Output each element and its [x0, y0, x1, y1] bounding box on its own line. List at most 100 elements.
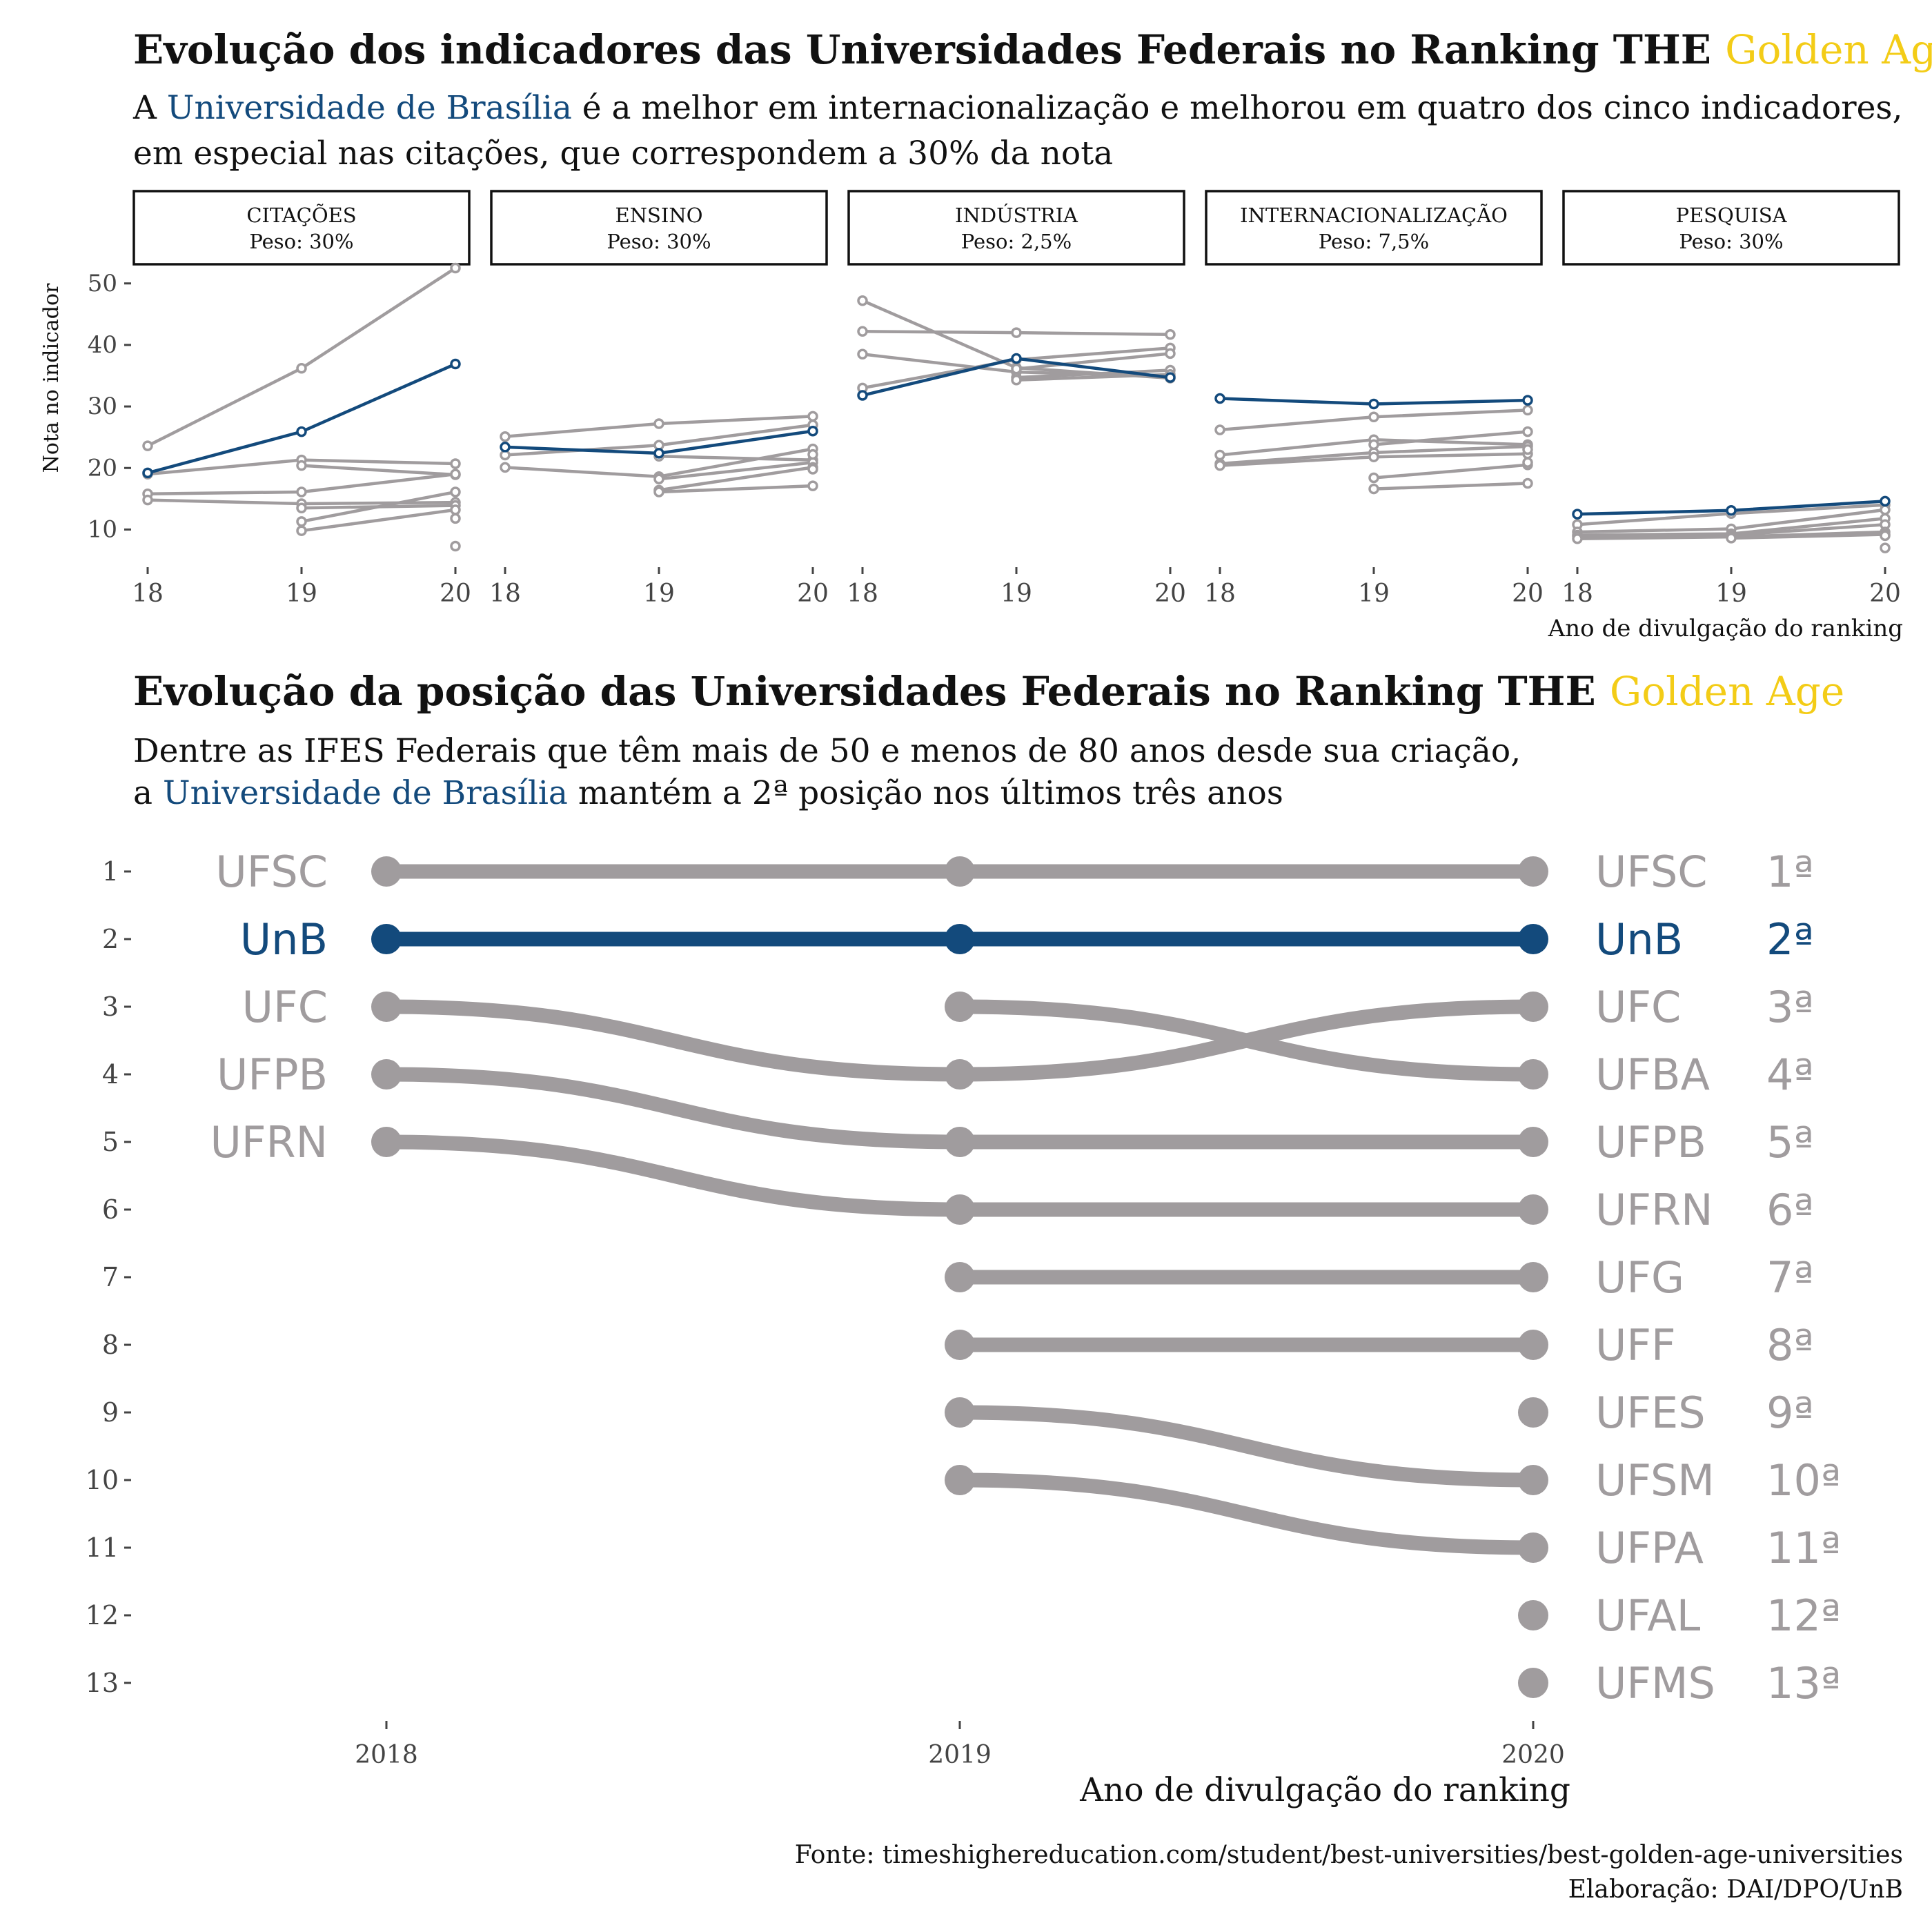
- series-point: [1368, 472, 1379, 484]
- rank-label: 3ª: [1766, 982, 1814, 1032]
- series-point: [807, 411, 818, 422]
- bump-point: [371, 924, 402, 954]
- bump-line: [952, 999, 1541, 1082]
- series-line: [658, 484, 814, 494]
- series-line: [146, 266, 457, 448]
- bump-line: [379, 999, 967, 1082]
- bottom-subtitle-accent: Universidade de Brasília: [163, 774, 568, 812]
- bump-point: [945, 1127, 975, 1157]
- series-line: [1731, 533, 1886, 540]
- rank-label: 2ª: [1766, 914, 1814, 965]
- rank-axis-label: 9: [102, 1397, 119, 1428]
- top-subtitle-post: é a melhor em internacionalização e melh…: [572, 89, 1903, 127]
- series-point: [1011, 363, 1022, 375]
- panel-title: CITAÇÕES: [246, 203, 356, 227]
- series-point: [296, 525, 307, 536]
- series-point: [1522, 426, 1533, 437]
- series-point: [296, 516, 307, 527]
- rank-label: 4ª: [1766, 1049, 1814, 1100]
- series-point: [142, 440, 153, 451]
- panel-weight: Peso: 30%: [607, 230, 711, 253]
- series-point: [296, 502, 307, 513]
- series-line: [658, 455, 814, 462]
- bottom-title: Evolução da posição das Universidades Fe…: [133, 668, 1844, 715]
- bump-point: [1518, 1600, 1548, 1630]
- left-name-label: UFC: [242, 982, 328, 1032]
- panel-strip: [1562, 190, 1900, 266]
- x-tick-label: 19: [1000, 580, 1032, 608]
- top-subtitle-pre: A: [132, 89, 167, 127]
- series-point-unb: [500, 442, 511, 453]
- series-point: [296, 363, 307, 374]
- bump-series-ufsm: UFSM 10ª: [945, 1397, 1841, 1506]
- bump-line: [952, 1405, 1541, 1488]
- left-name-label: UnB: [240, 914, 328, 965]
- bump-point: [371, 992, 402, 1022]
- bump-point: [945, 1397, 975, 1428]
- rank-label: 8ª: [1766, 1320, 1814, 1370]
- x-tick-label: 18: [847, 580, 878, 608]
- left-name-label: UFPB: [217, 1049, 328, 1100]
- series-point: [1368, 451, 1379, 462]
- series-point: [653, 473, 664, 485]
- panel-title: INTERNACIONALIZAÇÃO: [1240, 203, 1508, 227]
- x-tick-label: 20: [440, 580, 471, 608]
- year-tick-label: 2020: [1501, 1741, 1565, 1769]
- series-point: [1368, 411, 1379, 422]
- top-subtitle-accent: Universidade de Brasília: [167, 89, 572, 127]
- series-point-unb: [1572, 509, 1583, 520]
- bottom-subtitle-line1: Dentre as IFES Federais que têm mais de …: [133, 732, 1521, 770]
- series-point: [1214, 460, 1225, 471]
- series-point: [1880, 542, 1891, 553]
- rank-label: 11ª: [1766, 1523, 1841, 1573]
- right-name-label: UFC: [1595, 982, 1681, 1032]
- series-line: [658, 466, 814, 492]
- right-name-label: UFAL: [1595, 1590, 1701, 1641]
- panel-weight: Peso: 30%: [1679, 230, 1783, 253]
- bump-series-ufpb: UFPB UFPB 5ª: [217, 1049, 1814, 1167]
- series-point: [500, 462, 511, 473]
- bump-line: [379, 1134, 967, 1217]
- series-point: [1572, 533, 1583, 544]
- rank-axis-label: 10: [86, 1465, 119, 1495]
- series-point-unb: [1214, 393, 1225, 404]
- series-point: [450, 469, 461, 480]
- x-tick-label: 18: [132, 580, 164, 608]
- bottom-subtitle-post: mantém a 2ª posição nos últimos três ano…: [568, 774, 1283, 812]
- series-point-unb: [1165, 372, 1176, 383]
- right-name-label: UFRN: [1595, 1185, 1713, 1235]
- series-point-unb: [1011, 353, 1022, 364]
- top-title: Evolução dos indicadores das Universidad…: [133, 26, 1932, 73]
- rank-label: 13ª: [1766, 1658, 1841, 1708]
- bump-point: [945, 1465, 975, 1495]
- rank-axis-label: 11: [86, 1532, 119, 1563]
- series-line: [301, 464, 456, 477]
- bump-point: [1518, 1668, 1548, 1698]
- panel-title: ENSINO: [615, 204, 702, 227]
- bump-series-unb: UnB UnB 2ª: [240, 914, 1814, 965]
- right-name-label: UFES: [1595, 1388, 1706, 1438]
- series-line: [1373, 430, 1528, 446]
- rank-axis-label: 6: [102, 1194, 119, 1225]
- rank-label: 1ª: [1766, 847, 1814, 897]
- panel-title: INDÚSTRIA: [955, 203, 1078, 227]
- source-note: Fonte: timeshighereducation.com/student/…: [795, 1841, 1903, 1869]
- series-point: [1880, 530, 1891, 542]
- series-line: [658, 460, 814, 481]
- panel-title: PESQUISA: [1675, 204, 1787, 227]
- credit-note: Elaboração: DAI/DPO/UnB: [1568, 1875, 1903, 1904]
- series-line: [1016, 368, 1171, 379]
- top-title-main: Evolução dos indicadores das Universidad…: [133, 26, 1725, 73]
- panel-weight: Peso: 2,5%: [961, 230, 1072, 253]
- rank-axis-label: 8: [102, 1330, 119, 1360]
- series-point: [1726, 533, 1737, 544]
- series-point: [1522, 477, 1533, 489]
- series-point: [1214, 449, 1225, 461]
- rank-axis-label: 5: [102, 1127, 119, 1157]
- bump-point: [1518, 856, 1548, 887]
- bump-point: [1518, 1532, 1548, 1563]
- rank-axis-label: 7: [102, 1262, 119, 1292]
- bump-point: [371, 856, 402, 887]
- panel-weight: Peso: 30%: [249, 230, 353, 253]
- rank-axis-label: 3: [102, 992, 119, 1022]
